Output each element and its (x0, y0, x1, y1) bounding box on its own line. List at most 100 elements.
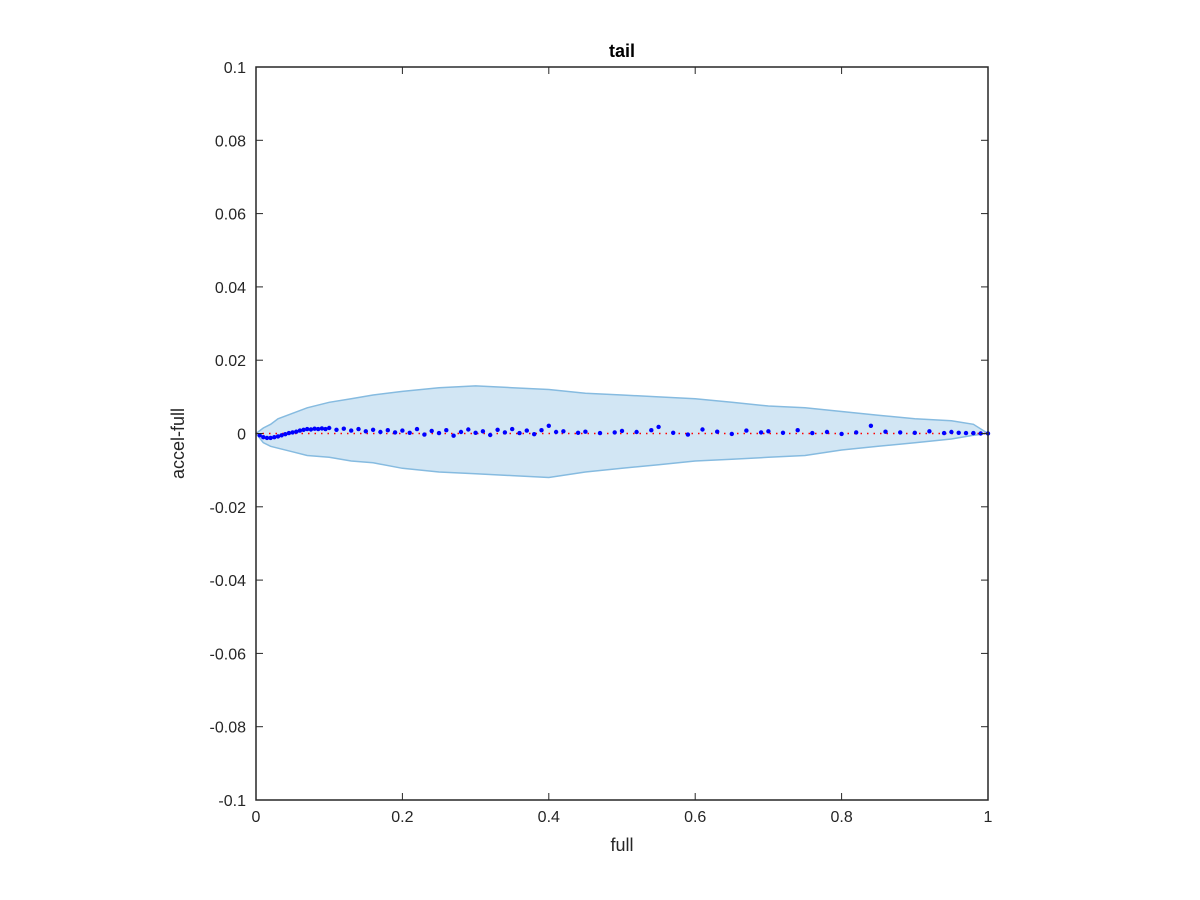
data-point (363, 429, 368, 434)
y-tick-label: -0.08 (210, 720, 247, 737)
data-point (297, 428, 303, 433)
data-point (429, 428, 434, 434)
data-point (275, 434, 281, 439)
data-point (854, 430, 859, 435)
x-tick-label: 0.6 (684, 809, 706, 826)
data-point (283, 432, 288, 437)
data-point (685, 432, 691, 437)
data-point (553, 429, 559, 435)
data-point (510, 426, 515, 432)
data-point (612, 430, 617, 435)
y-tick-label: 0.06 (215, 207, 246, 224)
y-axis-ticks: 0.1 0.08 0.06 0.04 0.02 0 -0.02 -0.04 -0.06 -0.08… (210, 60, 988, 810)
data-point (378, 429, 383, 435)
data-point (810, 430, 815, 436)
y-tick-label: -0.04 (210, 573, 247, 590)
data-point (941, 430, 947, 436)
data-point (744, 428, 749, 433)
data-point (729, 431, 734, 437)
data-point (495, 427, 500, 432)
data-point (963, 430, 969, 436)
data-point (316, 426, 321, 432)
data-point (597, 430, 603, 436)
data-point (323, 426, 328, 432)
data-point (839, 431, 844, 437)
data-point (480, 429, 486, 434)
data-point (971, 430, 976, 436)
data-point (414, 426, 420, 432)
data-point (868, 423, 874, 428)
data-point (370, 427, 376, 432)
data-point (532, 432, 537, 437)
data-point (502, 430, 508, 435)
data-point (327, 425, 332, 431)
data-point (392, 430, 398, 435)
data-point (912, 430, 917, 435)
data-point (400, 428, 405, 433)
data-point (286, 430, 292, 436)
data-point (341, 426, 346, 431)
data-point (294, 429, 299, 434)
y-tick-label: 0.04 (215, 280, 246, 297)
data-point (524, 428, 529, 433)
data-point (649, 428, 654, 433)
data-point (466, 427, 471, 432)
data-point (301, 427, 306, 432)
data-point (312, 426, 317, 431)
data-point (488, 432, 493, 438)
data-point (898, 430, 903, 435)
data-point (949, 429, 954, 435)
data-point (268, 435, 273, 441)
data-point (780, 430, 786, 435)
x-tick-label: 0 (252, 809, 261, 826)
data-point (583, 429, 588, 434)
data-point (436, 430, 442, 436)
data-point (261, 435, 266, 440)
data-point (257, 433, 262, 438)
data-point (385, 428, 390, 433)
data-point (290, 430, 295, 435)
data-point (795, 428, 800, 433)
y-tick-label: -0.1 (218, 793, 246, 810)
data-point (978, 431, 983, 436)
y-tick-label: 0 (237, 427, 246, 444)
data-point (279, 433, 284, 438)
x-axis-ticks: 0 0.2 0.4 0.6 0.8 1 (252, 67, 993, 826)
data-point (956, 430, 961, 435)
data-point (444, 428, 449, 433)
data-point (458, 429, 464, 435)
data-point (308, 427, 314, 432)
x-tick-label: 1 (984, 809, 993, 826)
data-point (634, 429, 639, 435)
data-point (305, 426, 310, 432)
y-tick-label: 0.02 (215, 353, 246, 370)
data-point (824, 429, 830, 435)
data-point (575, 430, 581, 435)
y-tick-label: 0.08 (215, 133, 246, 150)
data-point (272, 435, 277, 440)
data-point (671, 430, 676, 435)
data-point (407, 430, 412, 435)
chart-title: tail (609, 41, 635, 61)
data-point (356, 426, 361, 432)
data-point (656, 424, 661, 430)
data-point (700, 427, 705, 432)
data-point (561, 429, 566, 434)
data-point (422, 432, 427, 437)
data-point (334, 427, 339, 432)
data-point (715, 429, 720, 434)
data-point (264, 435, 270, 441)
y-tick-label: 0.1 (224, 60, 246, 77)
data-point (451, 433, 456, 438)
data-point (619, 428, 625, 434)
x-axis-label: full (610, 835, 633, 855)
data-points-layer (257, 423, 991, 441)
y-axis-label: accel-full (168, 408, 188, 479)
y-tick-label: -0.02 (210, 500, 247, 517)
data-point (758, 430, 764, 435)
x-tick-label: 0.2 (391, 809, 413, 826)
x-tick-label: 0.8 (830, 809, 852, 826)
data-point (539, 428, 544, 433)
y-tick-label: -0.06 (210, 646, 247, 663)
